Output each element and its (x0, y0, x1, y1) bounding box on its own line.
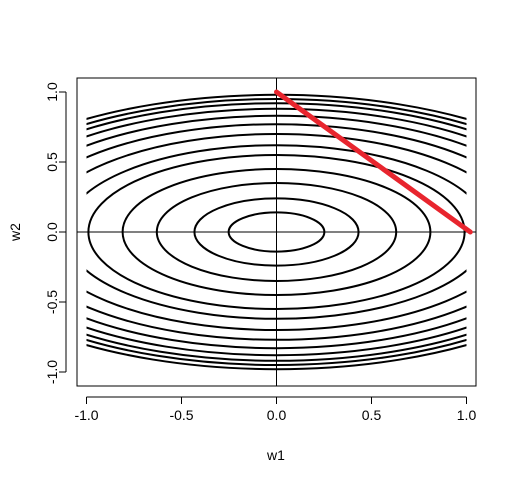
x-tick-label: 0.5 (362, 407, 382, 423)
y-tick-label: -0.5 (44, 290, 60, 314)
y-axis: -1.0 -0.5 0.0 0.5 1.0 (44, 82, 67, 384)
series-lines (274, 89, 473, 235)
x-axis-label: w1 (266, 447, 285, 463)
x-tick-label: -1.0 (74, 407, 98, 423)
x-tick-label: 1.0 (457, 407, 477, 423)
y-tick-label: -1.0 (44, 360, 60, 384)
x-tick-label: -0.5 (169, 407, 193, 423)
x-tick-label: 0.0 (267, 407, 287, 423)
reference-lines (77, 78, 476, 386)
y-tick-label: 0.5 (44, 152, 60, 172)
y-axis-label: w2 (7, 223, 23, 242)
y-tick-label: 0.0 (44, 222, 60, 242)
x-axis: -1.0 -0.5 0.0 0.5 1.0 (74, 396, 477, 423)
y-tick-label: 1.0 (44, 82, 60, 102)
series-line (274, 89, 473, 235)
plot-frame (76, 77, 477, 387)
